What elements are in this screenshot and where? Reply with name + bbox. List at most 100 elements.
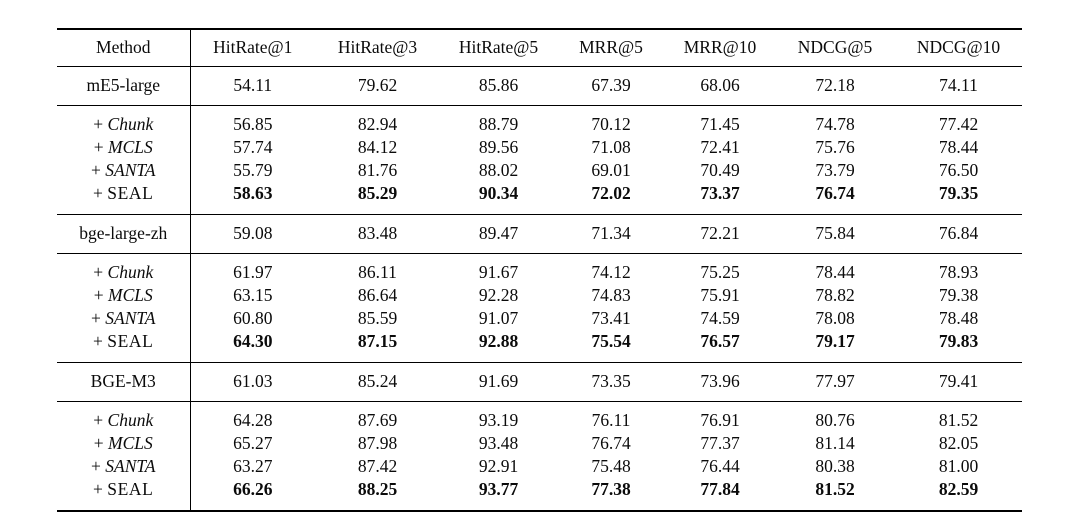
- metric-value: 81.76: [357, 160, 398, 180]
- table-row: + Chunk 64.28 87.69 93.19 76.11 76.91 80.76 81.…: [57, 401, 1022, 433]
- metric-value: 77.97: [775, 362, 895, 402]
- metric-value: 72.21: [665, 214, 775, 254]
- metric-value: 71.08: [591, 137, 631, 157]
- variant-prefix: +: [93, 114, 108, 134]
- metric-value: 61.97: [189, 253, 315, 284]
- metric-value: 85.59: [357, 308, 398, 328]
- metric-value: 75.48: [591, 456, 631, 476]
- method-name: Chunk: [107, 410, 154, 430]
- method-name: Chunk: [107, 114, 154, 134]
- metric-value: 86.11: [358, 262, 397, 282]
- metric-value: 93.19: [478, 410, 519, 430]
- table-row: mE5-large 54.11 79.62 85.86 67.39 68.06 72.18 7…: [57, 66, 1022, 106]
- table-row: + SEAL 66.26 88.25 93.77 77.38 77.84 81.52 82.5…: [57, 478, 1022, 511]
- header-row: Method HitRate@1 HitRate@3 HitRate@5 MRR…: [57, 29, 1022, 67]
- method-name: MCLS: [108, 285, 153, 305]
- metric-value: 85.86: [440, 66, 557, 106]
- method-cell: + SEAL: [57, 182, 190, 215]
- metric-value: 77.84: [700, 479, 740, 499]
- method-cell: bge-large-zh: [57, 214, 190, 254]
- metric-value: 81.52: [938, 410, 979, 430]
- metric-value: 64.28: [189, 401, 315, 432]
- metric-value: 91.67: [478, 262, 519, 282]
- metric-value: 85.24: [315, 362, 440, 402]
- method-name: Chunk: [107, 262, 154, 282]
- metric-value: 67.39: [557, 66, 665, 106]
- metric-value: 59.08: [189, 214, 315, 254]
- metric-value: 78.48: [938, 308, 979, 328]
- metric-value: 75.54: [591, 331, 631, 351]
- metric-value: 89.47: [440, 214, 557, 254]
- metric-value: 76.44: [700, 456, 740, 476]
- metric-value: 64.30: [189, 330, 315, 363]
- metric-value: 65.27: [189, 432, 315, 455]
- metric-value: 76.74: [591, 433, 631, 453]
- metric-value: 79.35: [938, 183, 979, 203]
- column-header-hitrate3: HitRate@3: [315, 29, 440, 67]
- method-cell: + SEAL: [57, 478, 190, 511]
- method-name: MCLS: [108, 137, 153, 157]
- metric-value: 54.11: [189, 66, 315, 106]
- metric-value: 77.42: [938, 114, 979, 134]
- variant-prefix: +: [93, 183, 108, 203]
- table-row: + SANTA 60.80 85.59 91.07 73.41 74.59 78.08 78.…: [57, 307, 1022, 330]
- metric-value: 72.41: [700, 137, 740, 157]
- metric-value: 71.45: [700, 114, 740, 134]
- variant-prefix: +: [93, 331, 108, 351]
- variant-prefix: +: [91, 456, 106, 476]
- method-name: SANTA: [105, 160, 156, 180]
- metric-value: 78.44: [815, 262, 855, 282]
- metric-value: 60.80: [189, 307, 315, 330]
- table-row: + SEAL 58.63 85.29 90.34 72.02 73.37 76.74 79.3…: [57, 182, 1022, 215]
- metric-value: 88.02: [478, 160, 519, 180]
- variant-prefix: +: [93, 433, 108, 453]
- metric-value: 74.59: [700, 308, 740, 328]
- metric-value: 75.25: [700, 262, 740, 282]
- metric-value: 91.07: [478, 308, 519, 328]
- column-header-ndcg5: NDCG@5: [775, 29, 895, 67]
- metric-value: 79.38: [938, 285, 979, 305]
- method-cell: + MCLS: [57, 284, 190, 307]
- metric-value: 75.91: [700, 285, 740, 305]
- method-cell: + Chunk: [57, 402, 190, 433]
- metric-value: 75.76: [815, 137, 855, 157]
- metric-value: 91.69: [440, 362, 557, 402]
- metric-value: 79.17: [815, 331, 855, 351]
- metric-value: 80.76: [815, 410, 855, 430]
- metric-value: 66.26: [189, 478, 315, 511]
- metric-value: 71.34: [557, 214, 665, 254]
- metric-value: 68.06: [665, 66, 775, 106]
- method-name: MCLS: [108, 433, 153, 453]
- metric-value: 72.02: [591, 183, 631, 203]
- metric-value: 76.91: [700, 410, 740, 430]
- variant-prefix: +: [93, 137, 108, 157]
- metric-value: 79.62: [315, 66, 440, 106]
- variant-prefix: +: [93, 262, 108, 282]
- metric-value: 90.34: [478, 183, 519, 203]
- metric-value: 73.37: [700, 183, 740, 203]
- metric-value: 74.12: [591, 262, 631, 282]
- table-row: bge-large-zh 59.08 83.48 89.47 71.34 72.21 75.…: [57, 214, 1022, 254]
- method-name: SANTA: [105, 456, 156, 476]
- column-header-hitrate1: HitRate@1: [189, 29, 315, 67]
- variant-prefix: +: [93, 285, 108, 305]
- metric-value: 74.83: [591, 285, 631, 305]
- metric-value: 76.50: [938, 160, 979, 180]
- method-cell: + SANTA: [57, 159, 190, 182]
- metric-value: 88.79: [478, 114, 519, 134]
- metric-value: 69.01: [591, 160, 631, 180]
- metric-value: 83.48: [315, 214, 440, 254]
- metric-value: 78.44: [938, 137, 979, 157]
- metric-value: 63.27: [189, 455, 315, 478]
- table-row: + MCLS 57.74 84.12 89.56 71.08 72.41 75.76 78.4…: [57, 136, 1022, 159]
- column-header-hitrate5: HitRate@5: [440, 29, 557, 67]
- metric-value: 81.00: [938, 456, 979, 476]
- metric-value: 73.79: [815, 160, 855, 180]
- method-cell: + MCLS: [57, 432, 190, 455]
- metric-value: 87.98: [357, 433, 398, 453]
- metric-value: 92.88: [478, 331, 519, 351]
- metric-value: 63.15: [189, 284, 315, 307]
- metric-value: 87.42: [357, 456, 398, 476]
- metric-value: 57.74: [189, 136, 315, 159]
- method-cell: + Chunk: [57, 106, 190, 137]
